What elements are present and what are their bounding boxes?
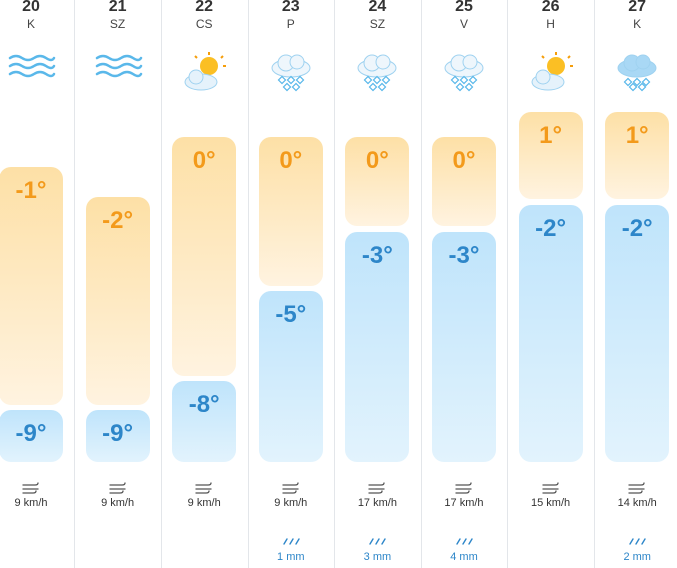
column-separator <box>507 0 509 568</box>
weather-icon <box>352 52 402 97</box>
max-temp-bar <box>518 112 583 199</box>
min-temp-bar <box>0 410 63 462</box>
min-temp: -2° <box>535 215 567 242</box>
wind-icon <box>195 481 213 499</box>
wind-icon <box>368 481 386 499</box>
max-temp: 0° <box>192 147 216 174</box>
max-temp-bar <box>432 137 496 226</box>
max-temp: -1° <box>15 177 47 204</box>
max-temp: -2° <box>102 207 134 234</box>
wind-speed: 15 km/h <box>531 497 571 509</box>
wind-speed: 9 km/h <box>274 497 308 509</box>
weather-icon <box>612 52 662 97</box>
precipitation: 1 mm <box>277 551 305 563</box>
max-temp: 0° <box>452 147 476 174</box>
weekday: K <box>26 17 35 31</box>
min-temp: -9° <box>102 420 134 447</box>
min-temp: -3° <box>448 242 480 269</box>
max-temp-bar <box>85 197 150 405</box>
weather-icon <box>93 52 143 87</box>
max-temp-bar <box>172 137 237 376</box>
day-date: 24 <box>368 0 387 15</box>
column-separator <box>247 0 249 568</box>
min-temp-bar <box>85 410 150 462</box>
weekday: V <box>459 17 468 31</box>
day-date: 22 <box>195 0 214 15</box>
column-separator <box>420 0 422 568</box>
min-temp-bar <box>345 232 410 462</box>
max-temp-bar <box>0 167 63 405</box>
day-date: 20 <box>22 0 40 15</box>
min-temp: -9° <box>15 420 47 447</box>
weekday: H <box>546 17 555 31</box>
column-separator <box>334 0 336 568</box>
precipitation: 2 mm <box>623 551 651 563</box>
day-date: 26 <box>541 0 560 15</box>
precip-icon <box>367 533 387 551</box>
weekday: SZ <box>369 17 386 31</box>
max-temp-bar <box>605 112 670 199</box>
weekday: SZ <box>109 17 126 31</box>
min-temp-bar <box>172 381 237 462</box>
weekday: K <box>633 17 642 31</box>
min-temp-bar <box>605 205 670 462</box>
wind-speed: 17 km/h <box>444 497 484 509</box>
wind-speed: 9 km/h <box>14 497 48 509</box>
max-temp: 0° <box>279 147 303 174</box>
weather-icon <box>439 52 489 97</box>
wind-speed: 14 km/h <box>617 497 657 509</box>
weather-icon <box>6 52 56 87</box>
max-temp: 0° <box>365 147 389 174</box>
weather-icon <box>179 52 229 97</box>
column-separator <box>593 0 595 568</box>
day-date: 25 <box>455 0 473 15</box>
max-temp: 1° <box>539 122 563 149</box>
weather-icon <box>266 52 316 97</box>
wind-icon <box>22 481 40 499</box>
precipitation: 4 mm <box>450 551 478 563</box>
precipitation: 3 mm <box>363 551 392 563</box>
precip-icon <box>281 533 301 551</box>
weather-icon <box>526 52 576 97</box>
column-separator <box>74 0 76 568</box>
precip-icon <box>454 533 474 551</box>
min-temp: -5° <box>275 301 307 328</box>
wind-icon <box>541 481 560 499</box>
wind-icon <box>628 481 646 499</box>
wind-speed: 9 km/h <box>187 497 221 509</box>
max-temp: 1° <box>625 122 649 149</box>
wind-icon <box>108 481 127 499</box>
weekday: P <box>286 17 295 31</box>
day-date: 21 <box>108 0 127 15</box>
max-temp-bar <box>345 137 410 226</box>
min-temp: -3° <box>361 242 393 269</box>
min-temp-bar <box>258 291 323 462</box>
wind-speed: 9 km/h <box>101 497 135 509</box>
min-temp: -2° <box>621 215 653 242</box>
weekday: CS <box>195 17 213 31</box>
day-date: 23 <box>281 0 300 15</box>
wind-icon <box>455 481 473 499</box>
min-temp-bar <box>432 232 496 462</box>
day-date: 27 <box>628 0 647 15</box>
max-temp-bar <box>258 137 323 286</box>
precip-icon <box>627 533 647 551</box>
wind-speed: 17 km/h <box>357 497 397 509</box>
wind-icon <box>282 481 300 499</box>
column-separator <box>160 0 162 568</box>
min-temp: -8° <box>188 391 220 418</box>
min-temp-bar <box>518 205 583 462</box>
